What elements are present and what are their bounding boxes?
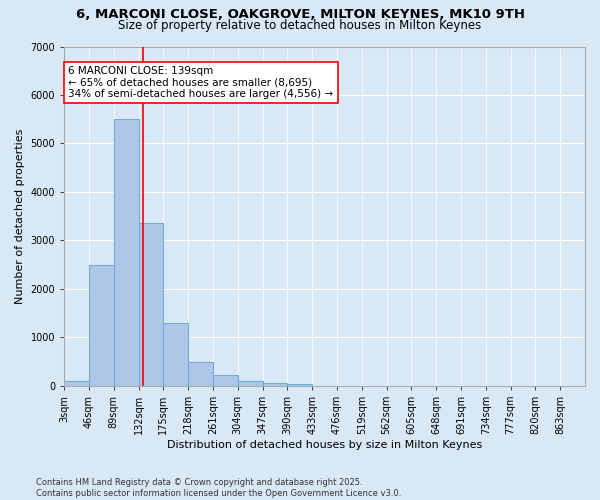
Bar xyxy=(238,381,263,386)
Bar xyxy=(139,224,163,386)
Text: 6 MARCONI CLOSE: 139sqm
← 65% of detached houses are smaller (8,695)
34% of semi: 6 MARCONI CLOSE: 139sqm ← 65% of detache… xyxy=(68,66,334,99)
Text: 6, MARCONI CLOSE, OAKGROVE, MILTON KEYNES, MK10 9TH: 6, MARCONI CLOSE, OAKGROVE, MILTON KEYNE… xyxy=(76,8,524,20)
Bar xyxy=(188,362,213,386)
Y-axis label: Number of detached properties: Number of detached properties xyxy=(15,128,25,304)
Bar xyxy=(213,375,238,386)
Bar xyxy=(287,384,312,386)
Bar xyxy=(64,381,89,386)
X-axis label: Distribution of detached houses by size in Milton Keynes: Distribution of detached houses by size … xyxy=(167,440,482,450)
Text: Contains HM Land Registry data © Crown copyright and database right 2025.
Contai: Contains HM Land Registry data © Crown c… xyxy=(36,478,401,498)
Bar xyxy=(263,383,287,386)
Bar xyxy=(89,264,114,386)
Bar xyxy=(163,323,188,386)
Text: Size of property relative to detached houses in Milton Keynes: Size of property relative to detached ho… xyxy=(118,18,482,32)
Bar xyxy=(114,119,139,386)
